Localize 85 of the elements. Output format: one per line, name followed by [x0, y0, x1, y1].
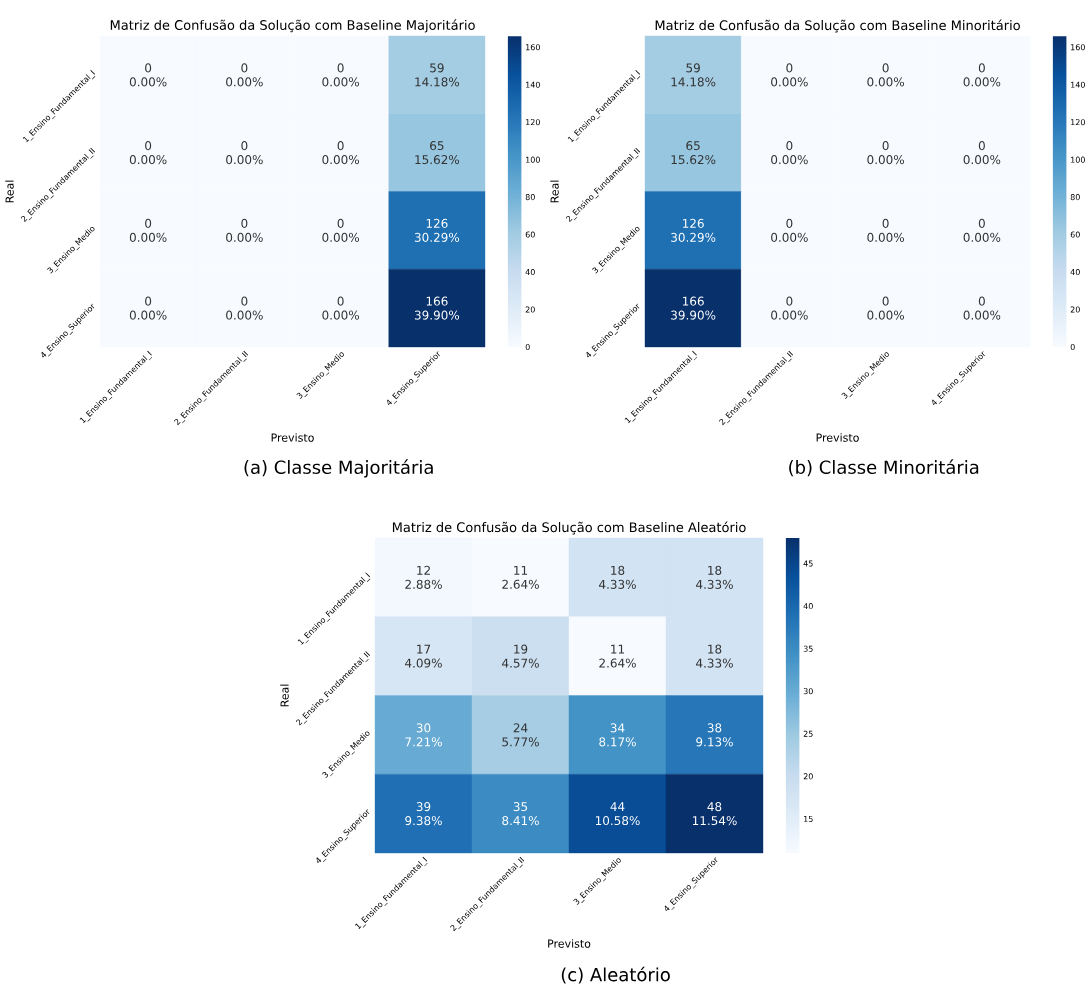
data-label: 0 0.00%	[226, 63, 263, 87]
data-label: 0 0.00%	[771, 296, 808, 320]
data-label: 38 9.13%	[696, 723, 733, 747]
data-label: 0 0.00%	[963, 218, 1001, 242]
color-bar-label: 40	[803, 603, 813, 610]
data-label: 0 0.00%	[129, 141, 167, 165]
color-bar-label: 25	[803, 730, 813, 737]
color-bar-label: 80	[525, 194, 535, 201]
chart-title: Matriz de Confusão da Solução com Baseline Aleatório	[392, 521, 746, 535]
data-label: 18 4.33%	[599, 565, 636, 589]
data-label: 0 0.00%	[129, 218, 167, 242]
x-axis-title: Previsto	[816, 433, 859, 442]
color-bar-label: 15	[804, 815, 813, 822]
color-bar-label: 20	[525, 306, 535, 313]
color-bar-label: 160	[526, 44, 540, 51]
data-label: 34 8.17%	[599, 723, 636, 747]
text: (a) Classe Majoritária	[244, 459, 433, 478]
data-label: 24 5.77%	[502, 723, 539, 747]
color-bar-label: 40	[525, 269, 535, 276]
data-label: 0 0.00%	[322, 141, 360, 165]
color-bar-label: 120	[526, 119, 540, 126]
data-label: 0 0.00%	[322, 63, 360, 87]
color-bar-label: 100	[526, 156, 540, 163]
data-label: 0 0.00%	[771, 63, 808, 87]
color-bar-label: 140	[1071, 81, 1085, 88]
color-bar-label: 35	[803, 645, 813, 652]
data-label: 44 10.58%	[595, 802, 640, 826]
y-axis-title: Real	[5, 180, 14, 203]
data-label: 0 0.00%	[963, 63, 1001, 87]
data-label: 0 0.00%	[771, 218, 808, 242]
data-label: 30 7.21%	[405, 723, 442, 747]
data-label: 0 0.00%	[322, 296, 360, 320]
y-axis-title: Real	[550, 180, 559, 203]
data-label: 0 0.00%	[129, 63, 167, 87]
data-label: 12 2.88%	[405, 565, 442, 589]
data-label: 0 0.00%	[129, 296, 167, 320]
color-bar-label: 140	[526, 81, 540, 88]
color-bar-label: 0	[525, 343, 530, 351]
color-bar-label: 60	[1070, 231, 1080, 238]
data-label: 0 0.00%	[226, 296, 263, 320]
data-label: 0 0.00%	[867, 63, 905, 87]
color-bar-label: 160	[1071, 44, 1085, 51]
data-label: 18 4.33%	[696, 644, 733, 668]
chart-title: Matriz de Confusão da Solução com Baseline Majoritário	[110, 19, 475, 33]
color-bar-label: 30	[803, 688, 813, 695]
x-axis-title: Previsto	[548, 939, 591, 948]
data-label: 35 8.41%	[502, 802, 539, 826]
text: (b) Classe Minoritária	[789, 459, 979, 477]
data-label: 0 0.00%	[867, 141, 905, 165]
data-label: 11 2.64%	[502, 565, 539, 589]
data-label: 59 14.18%	[415, 63, 460, 87]
data-label: 65 15.62%	[671, 141, 716, 165]
data-label: 126 30.29%	[671, 218, 716, 242]
color-bar-label: 20	[803, 773, 813, 780]
x-axis-title: Previsto	[271, 433, 314, 442]
data-label: 48 11.54%	[692, 802, 737, 826]
data-label: 65 15.62%	[415, 141, 460, 165]
y-axis-title: Real	[280, 684, 289, 707]
color-bar-label: 60	[525, 231, 535, 238]
color-bar-label: 40	[1070, 269, 1080, 276]
data-label: 19 4.57%	[502, 644, 539, 668]
data-label: 0 0.00%	[867, 296, 905, 320]
color-bar-label: 20	[1070, 306, 1080, 313]
data-label: 59 14.18%	[671, 63, 716, 87]
text: (c) Aleatório	[561, 966, 670, 984]
color-bar-label: 0	[1070, 343, 1075, 351]
data-label: 39 9.38%	[405, 802, 442, 826]
data-label: 11 2.64%	[599, 644, 636, 668]
data-label: 0 0.00%	[322, 218, 360, 242]
data-label: 0 0.00%	[963, 141, 1001, 165]
data-label: 0 0.00%	[226, 141, 263, 165]
data-label: 166 39.90%	[414, 296, 460, 320]
data-label: 0 0.00%	[226, 218, 263, 242]
data-label: 0 0.00%	[867, 218, 905, 242]
data-label: 18 4.33%	[696, 565, 733, 589]
color-bar-label: 100	[1071, 156, 1085, 163]
data-label: 126 30.29%	[414, 218, 460, 242]
color-bar-label: 45	[803, 560, 813, 567]
chart-title: Matriz de Confusão da Solução com Baseline Minoritário	[655, 19, 1020, 33]
color-bar-label: 120	[1071, 119, 1085, 126]
data-label: 166 39.90%	[671, 296, 716, 320]
data-label: 17 4.09%	[405, 644, 442, 668]
color-bar-label: 80	[1070, 194, 1080, 201]
data-label: 0 0.00%	[771, 141, 808, 165]
data-label: 0 0.00%	[963, 296, 1001, 320]
